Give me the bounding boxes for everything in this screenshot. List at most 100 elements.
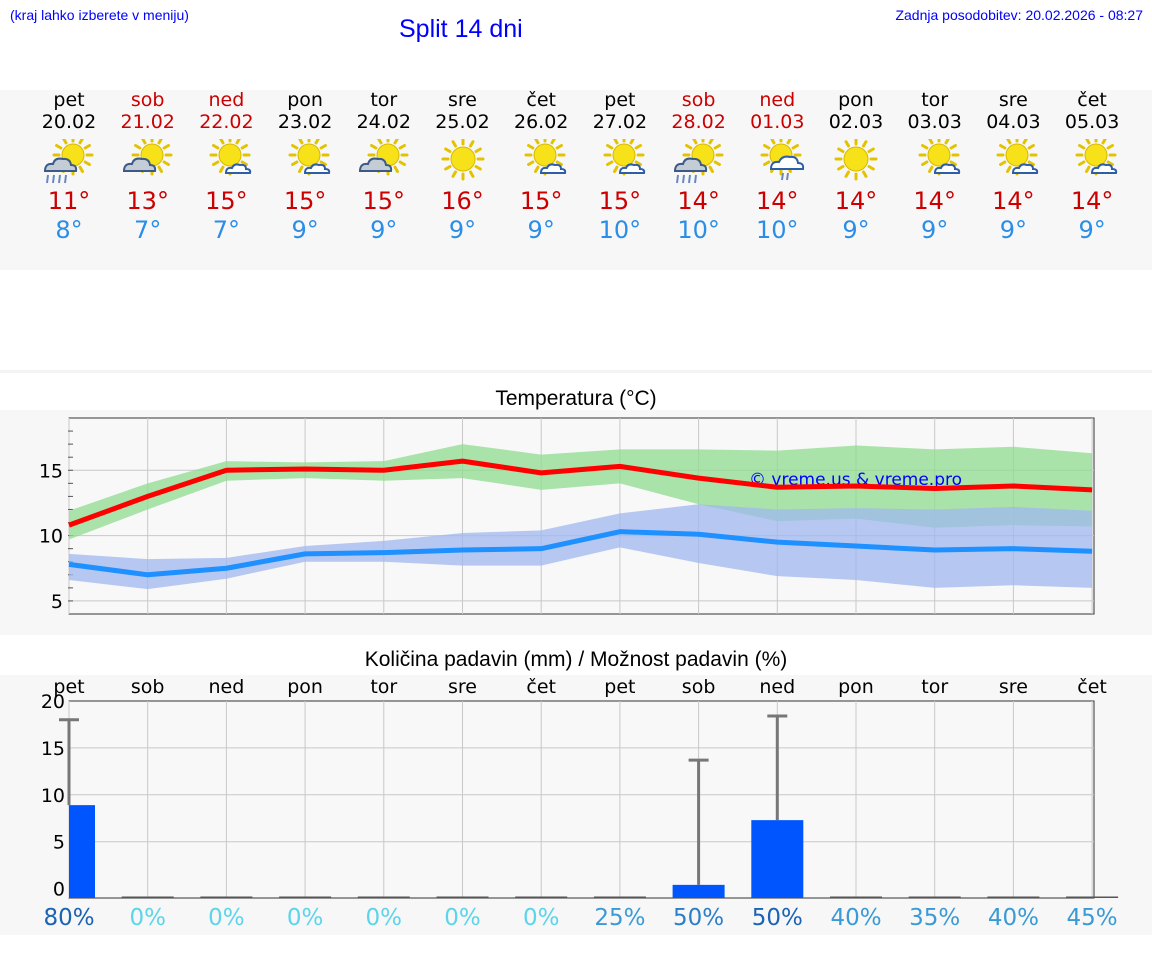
day-date: 01.03 bbox=[750, 111, 805, 133]
day-name: čet bbox=[1077, 89, 1107, 111]
temp-max: 14° bbox=[756, 187, 799, 215]
temp-min: 9° bbox=[999, 216, 1028, 244]
last-updated: Zadnja posodobitev: 20.02.2026 - 08:27 bbox=[895, 7, 1143, 23]
temp-min: 10° bbox=[756, 216, 799, 244]
day-date: 23.02 bbox=[277, 111, 333, 133]
y-tick-label: 5 bbox=[53, 832, 65, 854]
forecast-day: ned 01.03 14° 10° bbox=[737, 89, 817, 245]
day-date: 28.02 bbox=[671, 111, 726, 133]
y-tick-label: 20 bbox=[41, 691, 65, 713]
sun-cloud-icon bbox=[122, 139, 173, 176]
precip-bar bbox=[121, 896, 174, 898]
y-tick-label: 15 bbox=[39, 460, 63, 482]
day-name: sob bbox=[681, 89, 716, 111]
precip-chance: 25% bbox=[594, 905, 646, 931]
day-name: sre bbox=[998, 89, 1028, 111]
x-category-label: pet bbox=[53, 676, 84, 698]
precip-chance: 0% bbox=[208, 905, 245, 931]
precip-bar bbox=[908, 896, 961, 898]
precip-bar bbox=[672, 884, 725, 898]
y-tick-label: 15 bbox=[41, 738, 65, 760]
x-category-label: ned bbox=[759, 676, 795, 698]
temp-max: 16° bbox=[441, 187, 484, 215]
x-category-label: sre bbox=[448, 676, 477, 698]
sun-small-cloud-icon bbox=[209, 139, 252, 176]
x-category-label: sob bbox=[682, 676, 716, 698]
precip-chance: 0% bbox=[129, 905, 166, 931]
day-date: 04.03 bbox=[986, 111, 1041, 133]
temp-max: 15° bbox=[362, 187, 406, 215]
page-title: Split 14 dni bbox=[399, 15, 523, 43]
day-name: pon bbox=[838, 89, 874, 111]
temp-min: 10° bbox=[598, 216, 642, 244]
precip-chance: 80% bbox=[43, 905, 95, 931]
precip-chance: 50% bbox=[673, 905, 725, 931]
precip-chance: 0% bbox=[365, 905, 403, 931]
forecast-strip bbox=[0, 90, 1152, 270]
max-line bbox=[68, 458, 1093, 528]
x-category-label: tor bbox=[921, 676, 948, 698]
temp-max: 15° bbox=[283, 187, 327, 215]
sun-icon bbox=[441, 139, 484, 181]
forecast-day: pet 27.02 15° 10° bbox=[580, 89, 660, 245]
forecast-day: čet 05.03 14° 9° bbox=[1052, 89, 1132, 245]
precip-chance: 0% bbox=[522, 905, 560, 931]
x-category-label: sob bbox=[131, 676, 165, 698]
precip-bar bbox=[200, 896, 253, 898]
x-category-label: ned bbox=[209, 676, 245, 698]
precip-bar bbox=[69, 805, 95, 898]
temp-min: 9° bbox=[842, 216, 870, 244]
precip-bar bbox=[987, 896, 1040, 898]
day-name: ned bbox=[759, 89, 796, 111]
temp-min: 10° bbox=[677, 216, 720, 244]
x-category-label: pon bbox=[287, 676, 323, 698]
location-hint-link[interactable]: (kraj lahko izberete v meniju) bbox=[10, 7, 189, 23]
precip-bar bbox=[830, 896, 882, 898]
divider bbox=[0, 370, 1152, 373]
forecast-day: sre 25.02 16° 9° bbox=[423, 89, 503, 245]
sun-small-cloud-icon bbox=[288, 139, 331, 176]
temp-max: 14° bbox=[1070, 187, 1114, 215]
forecast-day: pet 20.02 11° 8° bbox=[29, 89, 109, 245]
x-category-label: čet bbox=[1077, 676, 1107, 698]
day-name: sob bbox=[130, 89, 165, 111]
day-name: sre bbox=[448, 89, 477, 111]
x-category-label: čet bbox=[526, 676, 556, 698]
sun-small-cloud-icon bbox=[918, 139, 960, 176]
forecast-day: pon 02.03 14° 9° bbox=[816, 89, 896, 245]
precip-chance: 40% bbox=[830, 905, 882, 931]
precip-bar bbox=[279, 896, 332, 898]
forecast-day: sre 04.03 14° 9° bbox=[973, 89, 1053, 245]
precip-bar bbox=[357, 896, 410, 898]
x-category-label: tor bbox=[370, 676, 397, 698]
y-tick-label: 10 bbox=[41, 785, 65, 807]
temp-min: 9° bbox=[527, 216, 555, 244]
temp-max: 15° bbox=[519, 187, 563, 215]
temp-min: 9° bbox=[921, 216, 949, 244]
temp-max: 14° bbox=[913, 187, 956, 215]
precipitation-plot-area bbox=[68, 700, 1095, 899]
day-date: 02.03 bbox=[828, 111, 884, 133]
temperature-chart-title: Temperatura (°C) bbox=[495, 387, 657, 410]
day-name: pet bbox=[604, 89, 636, 111]
day-name: čet bbox=[526, 89, 556, 111]
day-date: 21.02 bbox=[120, 111, 175, 133]
forecast-day: tor 24.02 15° 9° bbox=[344, 89, 424, 245]
sun-small-cloud-icon bbox=[524, 139, 567, 176]
precip-chance: 0% bbox=[444, 905, 481, 931]
day-date: 24.02 bbox=[356, 111, 411, 133]
precip-chance: 40% bbox=[987, 905, 1039, 931]
precipitation-chart: pet sob ned pon tor sre čet pet sob ned pon tor sre č… bbox=[41, 676, 1119, 901]
temp-max: 13° bbox=[126, 187, 169, 215]
precip-bar bbox=[1066, 896, 1119, 898]
temp-min: 7° bbox=[212, 216, 241, 244]
sun-small-cloud-icon bbox=[996, 139, 1039, 176]
sun-cloud-light-rain-icon bbox=[760, 139, 805, 181]
precip-chance: 35% bbox=[909, 905, 961, 931]
day-name: pon bbox=[287, 89, 323, 111]
sun-cloud-rain-icon bbox=[673, 139, 724, 184]
day-date: 20.02 bbox=[41, 111, 97, 133]
forecast-day: sob 21.02 13° 7° bbox=[108, 89, 188, 245]
forecast-day: čet 26.02 15° 9° bbox=[501, 89, 581, 245]
